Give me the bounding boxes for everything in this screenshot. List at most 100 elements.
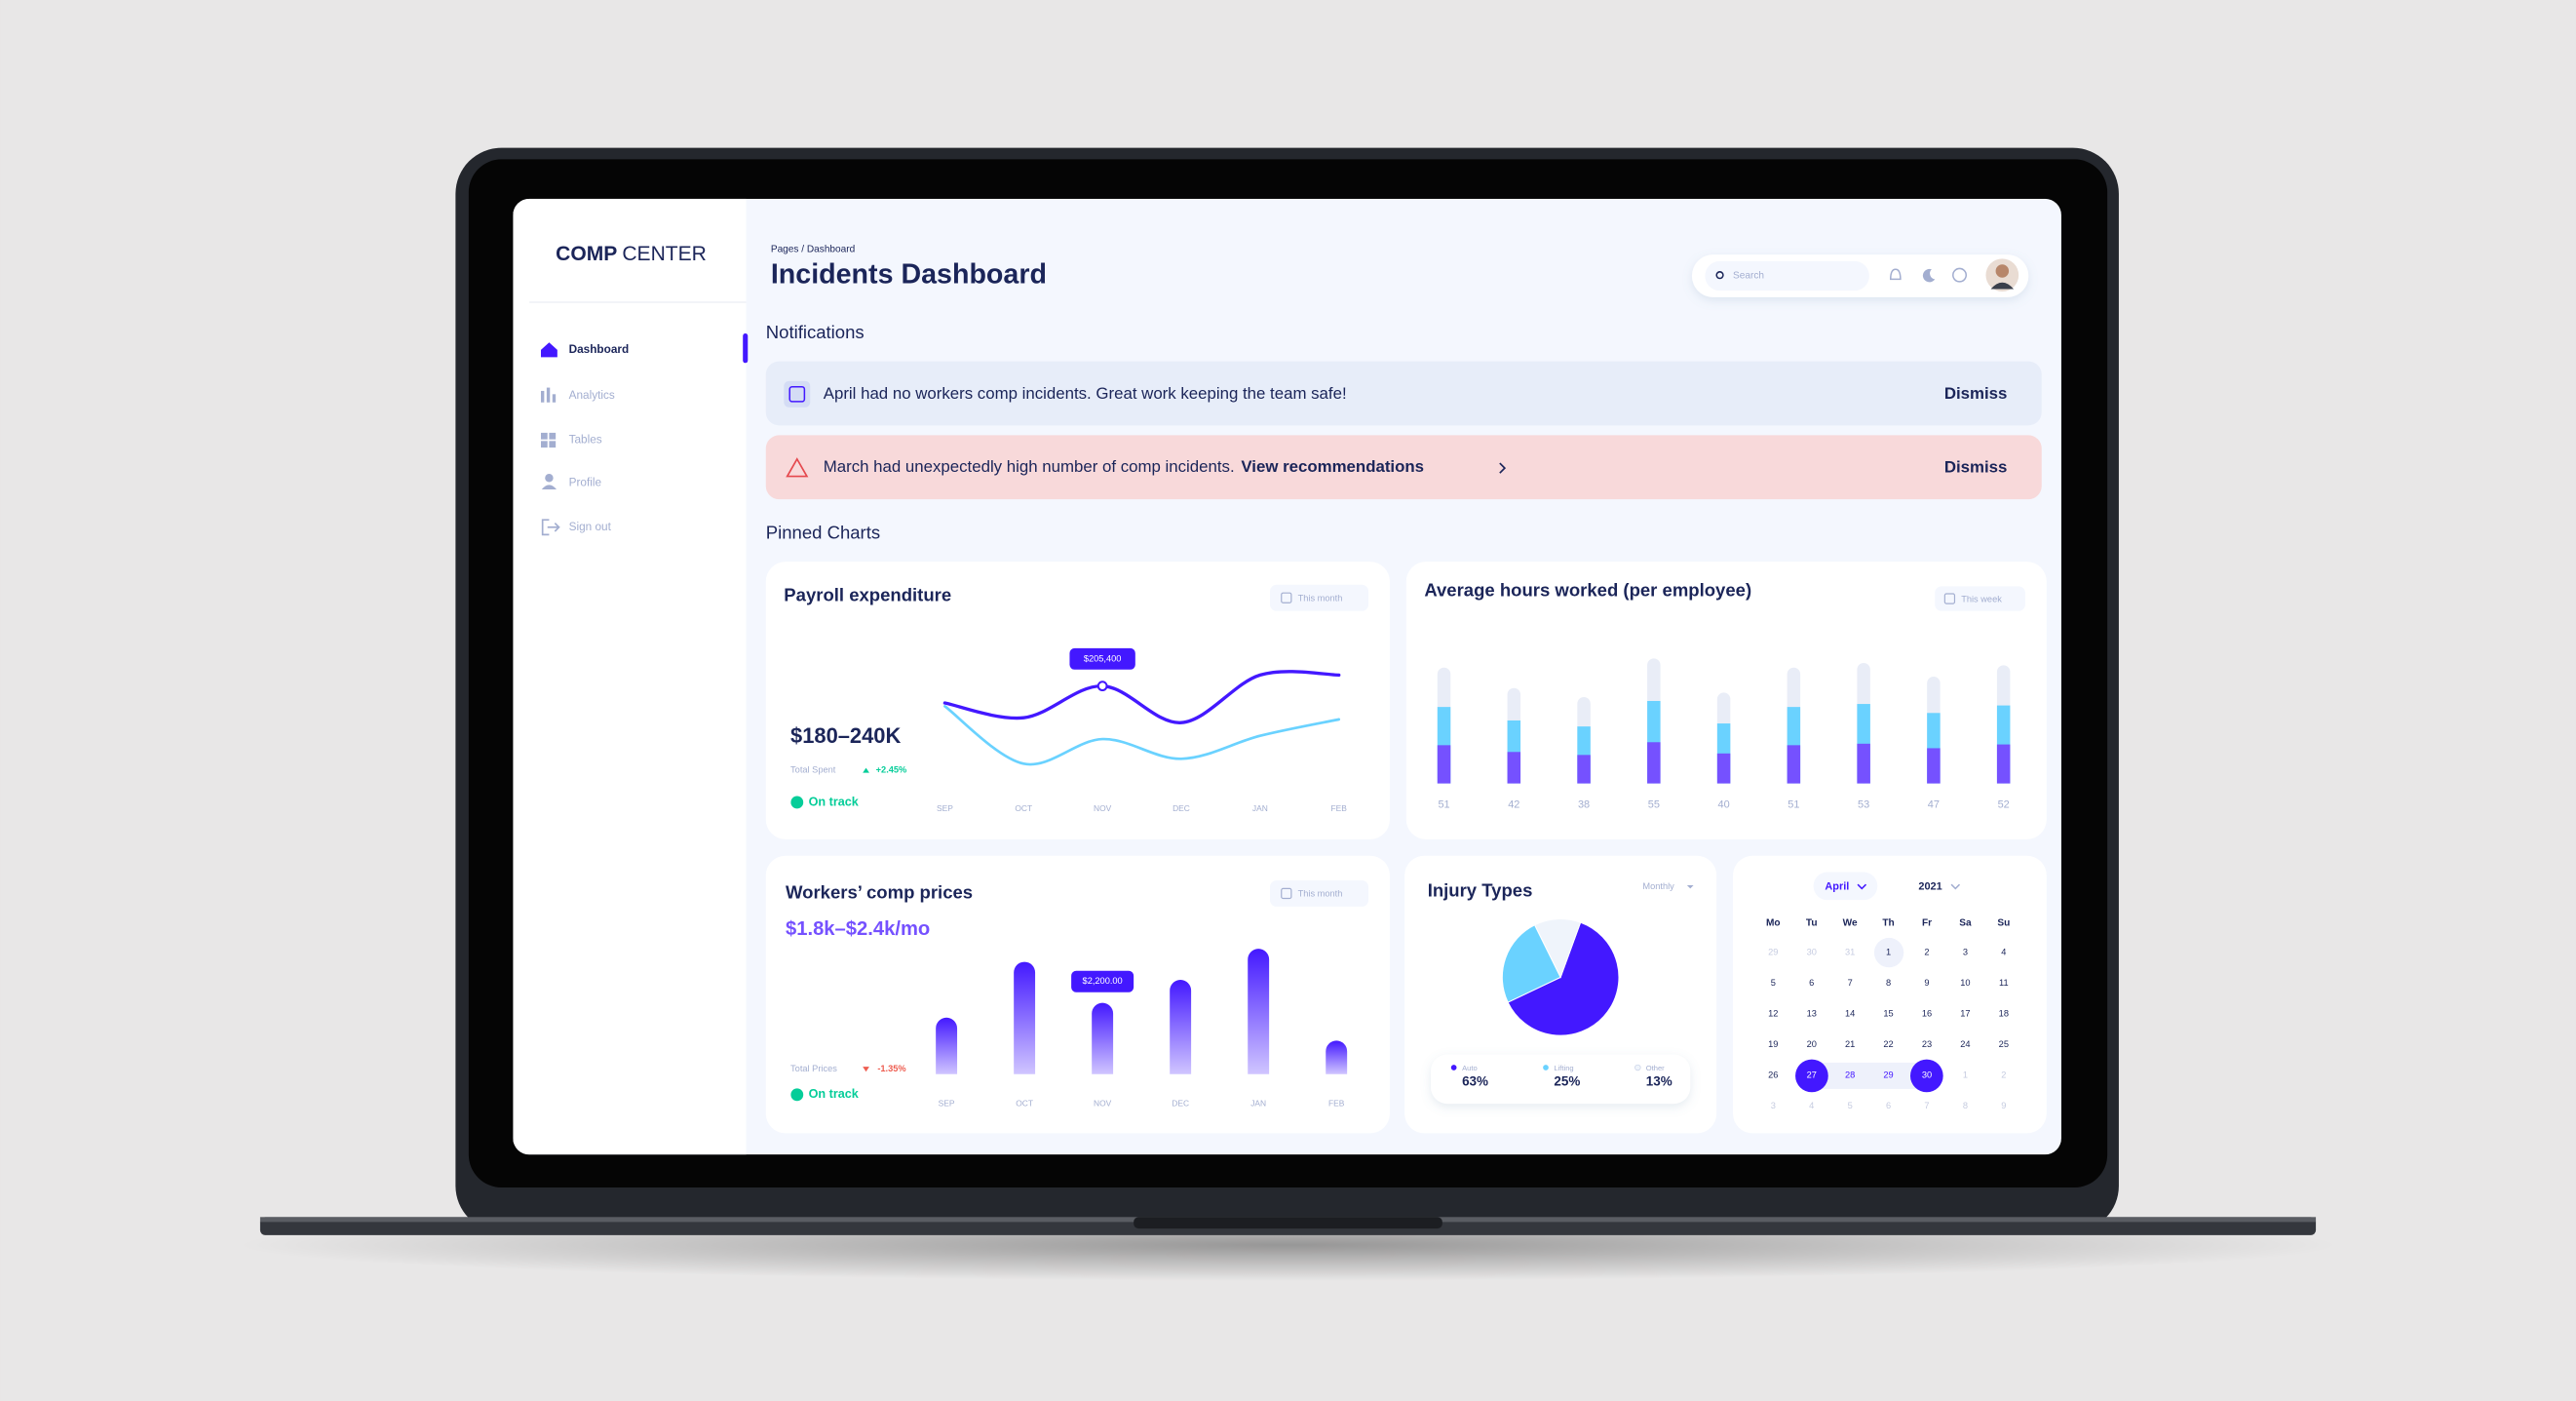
calendar-day[interactable]: 8 [1886, 978, 1891, 988]
calendar-day[interactable]: 6 [1809, 978, 1814, 988]
calendar-day[interactable]: 15 [1883, 1009, 1893, 1019]
calendar-day[interactable]: 28 [1845, 1070, 1855, 1080]
calendar-day[interactable]: 14 [1845, 1009, 1855, 1019]
weekday: Tu [1806, 917, 1818, 928]
calendar-day[interactable]: 29 [1883, 1070, 1893, 1080]
card-calendar [1733, 855, 2047, 1134]
search-box[interactable] [1705, 260, 1869, 292]
calendar-day[interactable]: 8 [1963, 1101, 1968, 1110]
calendar-day[interactable]: 18 [1999, 1009, 2009, 1019]
legend-label: Auto [1462, 1064, 1478, 1072]
calendar-day[interactable]: 9 [2001, 1101, 2006, 1110]
icon-profile [541, 474, 557, 490]
calendar-day[interactable]: 6 [1886, 1101, 1891, 1110]
value-label: 55 [1648, 798, 1660, 810]
calendar-day[interactable]: 7 [1924, 1101, 1929, 1110]
calendar-day[interactable]: 24 [1960, 1039, 1970, 1049]
status: On track [809, 795, 860, 808]
legend-dot [1634, 1064, 1641, 1071]
period-pill[interactable] [1269, 584, 1369, 611]
calendar-day[interactable]: 25 [1999, 1039, 2009, 1049]
legend-value: 25% [1554, 1074, 1580, 1089]
calendar-day[interactable]: 3 [1771, 1101, 1776, 1110]
notification-message: March had unexpectedly high number of co… [824, 458, 1235, 477]
info-icon[interactable] [1952, 267, 1968, 283]
nav-item[interactable]: Analytics [569, 389, 615, 402]
card-title: Payroll expenditure [784, 584, 951, 604]
calendar-day[interactable]: 21 [1845, 1039, 1855, 1049]
nav-item[interactable]: Dashboard [569, 343, 630, 356]
legend-label: Other [1646, 1064, 1665, 1072]
notification-info [765, 361, 2042, 426]
range-value: $1.8k–$2.4k/mo [786, 918, 930, 940]
weekday: Sa [1959, 917, 1972, 928]
legend-dot [1450, 1065, 1457, 1070]
nav-item[interactable]: Profile [569, 476, 602, 488]
moon-icon[interactable] [1922, 268, 1936, 283]
calendar-day[interactable]: 20 [1807, 1039, 1817, 1049]
calendar-day[interactable]: 30 [1807, 948, 1817, 957]
notification-warning [765, 435, 2042, 500]
date-range-band [1811, 1062, 1927, 1089]
nav-item[interactable]: Tables [569, 434, 602, 447]
calendar-day[interactable]: 17 [1960, 1009, 1970, 1019]
calendar-day[interactable]: 1 [1963, 1070, 1968, 1080]
calendar-day[interactable]: 5 [1848, 1101, 1853, 1110]
value-label: 51 [1438, 798, 1449, 810]
warning-icon [786, 457, 809, 478]
calendar-day[interactable]: 1 [1886, 948, 1891, 957]
dismiss-button[interactable]: Dismiss [1944, 458, 2008, 477]
bar [1248, 949, 1270, 1074]
bar [1326, 1040, 1348, 1074]
calendar-day[interactable]: 29 [1768, 948, 1778, 957]
period-pill[interactable] [1935, 586, 2025, 611]
calendar-day[interactable]: 4 [1809, 1101, 1814, 1110]
card-comp-prices [765, 855, 1390, 1134]
calendar-day[interactable]: 2 [2001, 1070, 2006, 1080]
page-title: Incidents Dashboard [771, 259, 1047, 291]
calendar-day[interactable]: 9 [1924, 978, 1929, 988]
calendar-day[interactable]: 12 [1768, 1009, 1778, 1019]
dismiss-button[interactable]: Dismiss [1944, 384, 2008, 403]
x-tick-label: OCT [1015, 803, 1032, 813]
calendar-day[interactable]: 30 [1922, 1070, 1932, 1080]
calendar-day[interactable]: 31 [1845, 948, 1855, 957]
notification-text: April had no workers comp incidents. Gre… [824, 384, 1347, 403]
active-indicator [743, 332, 749, 364]
x-tick-label: SEP [937, 803, 953, 813]
x-tick-label: FEB [1328, 1098, 1345, 1108]
calendar-icon [788, 385, 806, 403]
calendar-day[interactable]: 22 [1883, 1039, 1893, 1049]
nav-item[interactable]: Sign out [569, 521, 612, 533]
x-tick-label: NOV [1094, 1098, 1112, 1108]
calendar-day[interactable]: 7 [1848, 978, 1853, 988]
value-label: 38 [1578, 798, 1590, 810]
month-select[interactable] [1813, 872, 1878, 901]
pie-slice [1501, 924, 1561, 1003]
brand: COMP CENTER [556, 243, 707, 265]
brand-bold: COMP [556, 243, 617, 265]
calendar-day[interactable]: 5 [1771, 978, 1776, 988]
calendar-day[interactable]: 16 [1922, 1009, 1932, 1019]
calendar-day[interactable]: 27 [1807, 1070, 1817, 1080]
calendar-day[interactable]: 13 [1807, 1009, 1817, 1019]
calendar-day[interactable]: 3 [1963, 948, 1968, 957]
calendar-day[interactable]: 4 [2001, 948, 2006, 957]
calendar-day[interactable]: 10 [1960, 978, 1970, 988]
bell-icon[interactable] [1890, 268, 1902, 281]
period-pill[interactable] [1269, 879, 1369, 907]
calendar-day[interactable]: 11 [1999, 978, 2009, 988]
year[interactable]: 2021 [1918, 881, 1942, 893]
value-label: 42 [1508, 798, 1519, 810]
calendar-day[interactable]: 23 [1922, 1039, 1932, 1049]
calendar-day[interactable]: 19 [1768, 1039, 1778, 1049]
period-dropdown[interactable]: Monthly [1642, 881, 1674, 891]
avatar-shirt [1990, 282, 2015, 290]
recommendations-link[interactable]: View recommendations [1241, 458, 1424, 477]
calendar-day[interactable]: 26 [1768, 1070, 1778, 1080]
line-series [943, 705, 1341, 766]
status-dot [790, 1088, 804, 1102]
x-tick-label: FEB [1331, 803, 1348, 813]
calendar-day[interactable]: 2 [1924, 948, 1929, 957]
